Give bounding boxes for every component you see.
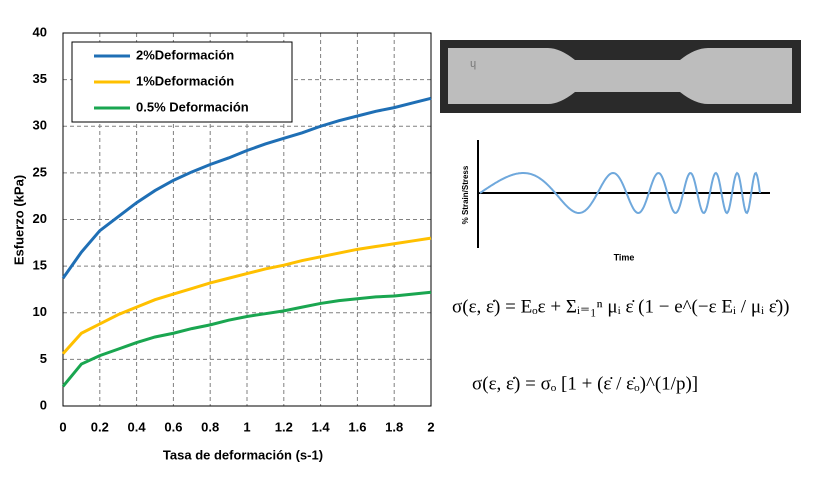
x-tick-label: 2 [427,419,434,434]
y-tick-label: 25 [33,164,47,179]
svg-text:ɥ: ɥ [470,58,476,70]
x-tick-label: 0.2 [91,419,109,434]
x-tick-label: 1 [243,419,250,434]
x-tick-label: 1.8 [385,419,403,434]
legend-label: 1%Deformación [136,73,234,88]
y-tick-label: 5 [40,351,47,366]
line [61,290,432,388]
wave-x-label: Time [614,252,635,262]
equation: σ(ε, ε̇) = Eₒε + Σᵢ₌₁ⁿ μᵢ ε̇ (1 − e^(−ε … [452,296,790,317]
line [61,236,432,355]
x-axis-title: Tasa de deformación (s-1) [163,447,323,462]
x-tick-label: 1.2 [275,419,293,434]
line [61,96,432,280]
y-tick-label: 0 [40,397,47,412]
chart: 0 5 10 15 20 25 30 35 40 0 0.2 0.4 0.6 0.8 1 1.2 1.4 1.6 1… [33,24,435,434]
y-tick-label: 20 [33,211,47,226]
x-tick-label: 0.8 [201,419,219,434]
specimen-photo: ɥ [440,40,801,113]
x-tick-label: 0.4 [128,419,147,434]
y-axis-title: Esfuerzo (kPa) [11,175,26,265]
wave [479,171,761,215]
y-tick-label: 40 [33,24,47,39]
y-tick-label: 30 [33,118,47,133]
plot-border [62,32,432,407]
y-tick-label: 15 [33,258,47,273]
legend: 2%Deformación 1%Deformación 0.5% Deformaci… [71,41,293,123]
y-tick-label: 10 [33,304,47,319]
equation: σ(ε, ε̇) = σₒ [1 + (ε̇ / ε̇ₒ)^(1/p)] [472,373,698,394]
x-tick-label: 1.6 [348,419,366,434]
legend-label: 2%Deformación [136,47,234,62]
y-tick-label: 35 [33,71,47,86]
x-tick-label: 1.4 [312,419,331,434]
x-tick-label: 0.6 [164,419,182,434]
wave-plot: % Strain/Stress Time [461,140,770,262]
legend-label: 0.5% Deformación [136,99,249,114]
x-tick-label: 0 [59,419,66,434]
wave-y-label: % Strain/Stress [461,165,470,224]
